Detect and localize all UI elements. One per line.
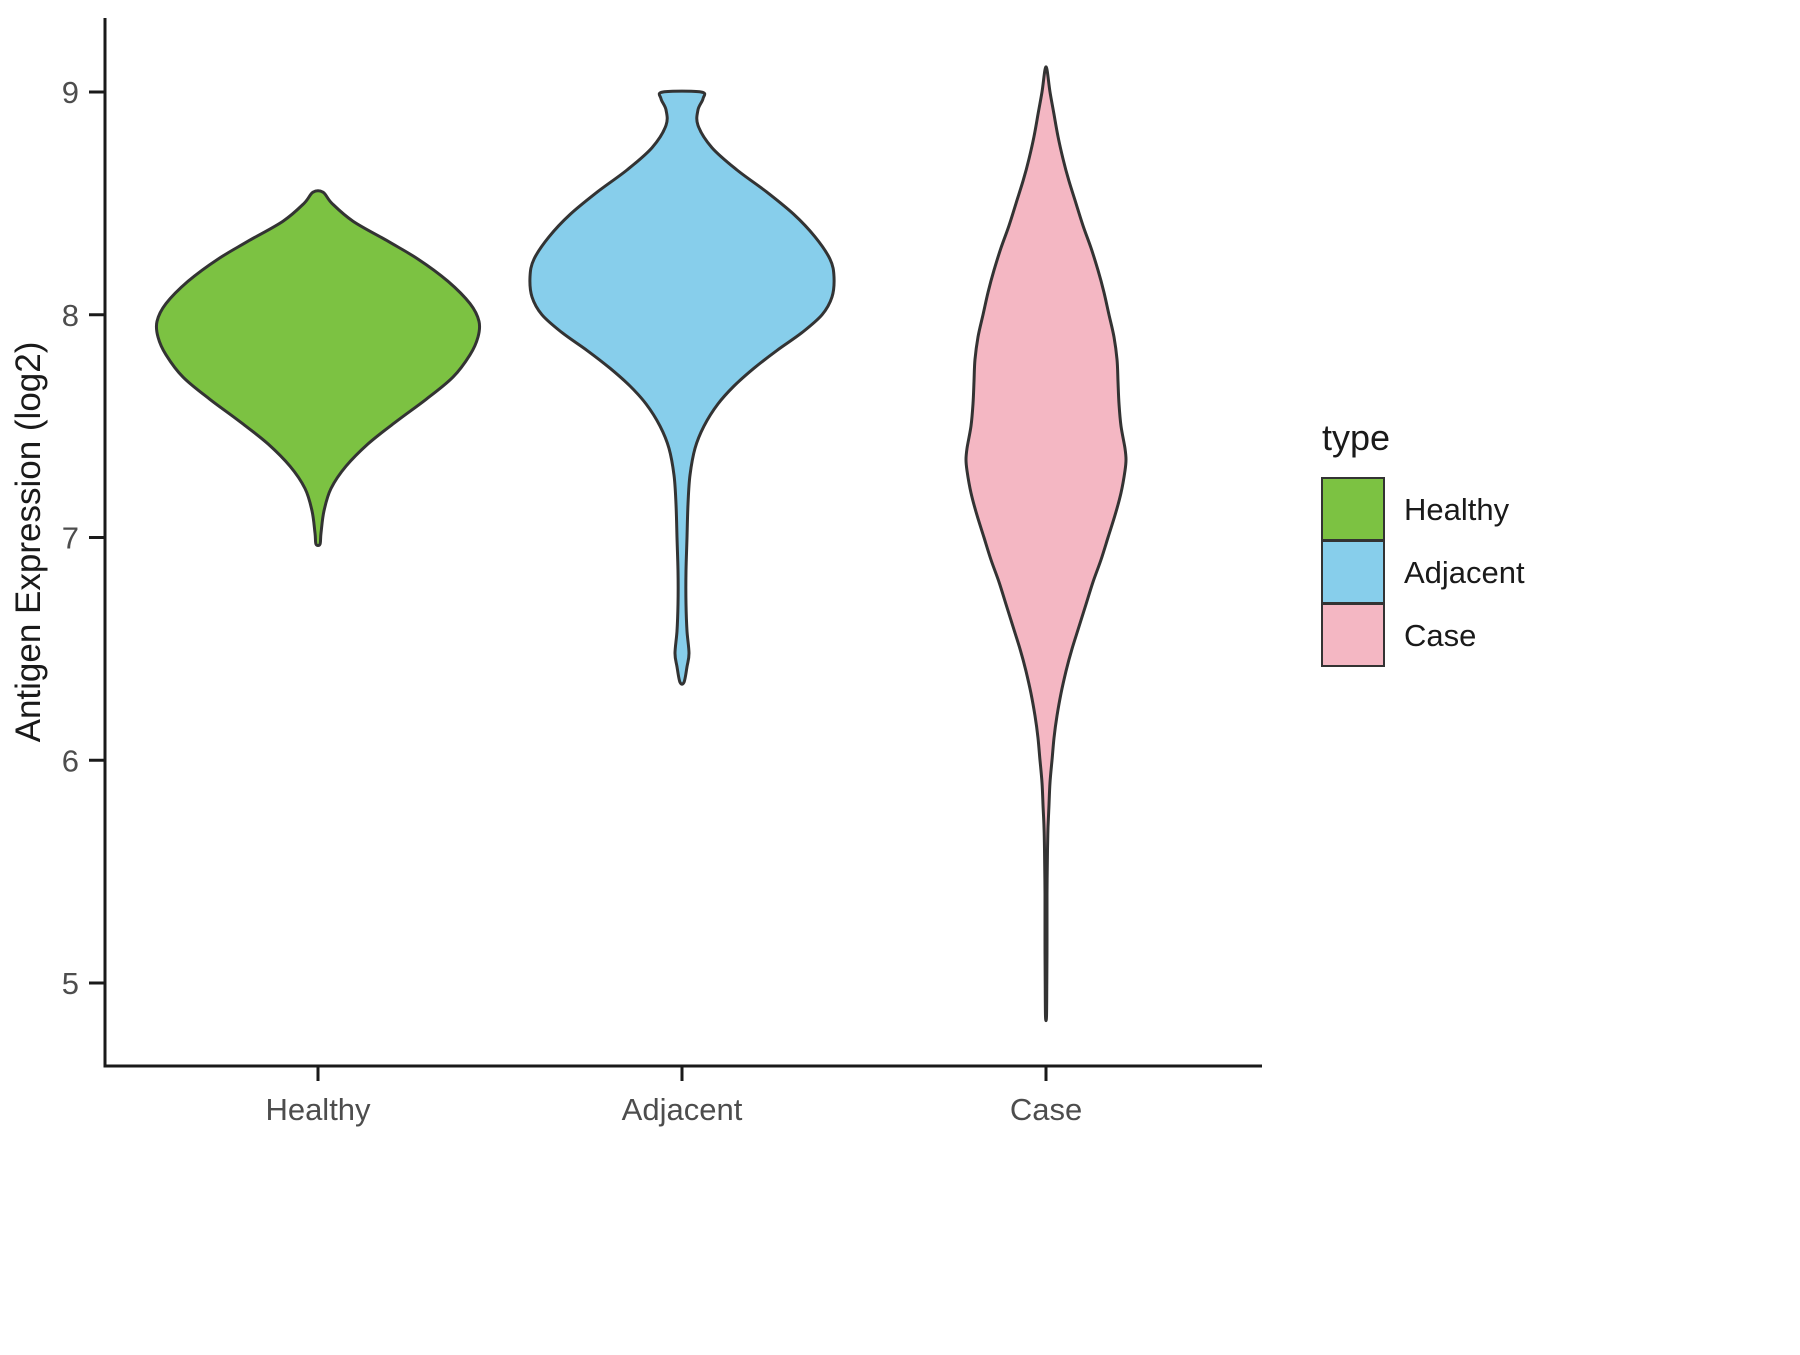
y-tick-label: 5 [62, 966, 79, 1001]
legend-title: type [1322, 417, 1390, 458]
legend-label-case: Case [1404, 618, 1476, 653]
legend-swatch-adjacent [1321, 540, 1385, 604]
y-axis-title: Antigen Expression (log2) [9, 342, 48, 743]
y-tick-label: 7 [62, 521, 79, 556]
legend: type Healthy Adjacent Case [1321, 417, 1525, 667]
x-tick-label: Case [1010, 1092, 1082, 1127]
violin-healthy [154, 189, 482, 548]
x-tick-label: Healthy [265, 1092, 371, 1127]
y-tick-label: 9 [62, 75, 79, 110]
violin-adjacent [528, 89, 836, 686]
legend-swatch-healthy [1321, 477, 1385, 541]
x-tick-label: Adjacent [622, 1092, 743, 1127]
legend-swatch-case [1321, 603, 1385, 667]
legend-label-adjacent: Adjacent [1404, 555, 1525, 590]
violin-case [964, 65, 1128, 1023]
y-axis-ticks: 9 8 7 6 5 [62, 75, 105, 1001]
y-tick-label: 8 [62, 298, 79, 333]
violin-layer [154, 65, 1128, 1023]
legend-label-healthy: Healthy [1404, 492, 1510, 527]
y-tick-label: 6 [62, 743, 79, 778]
x-axis-ticks: Healthy Adjacent Case [265, 1066, 1082, 1127]
